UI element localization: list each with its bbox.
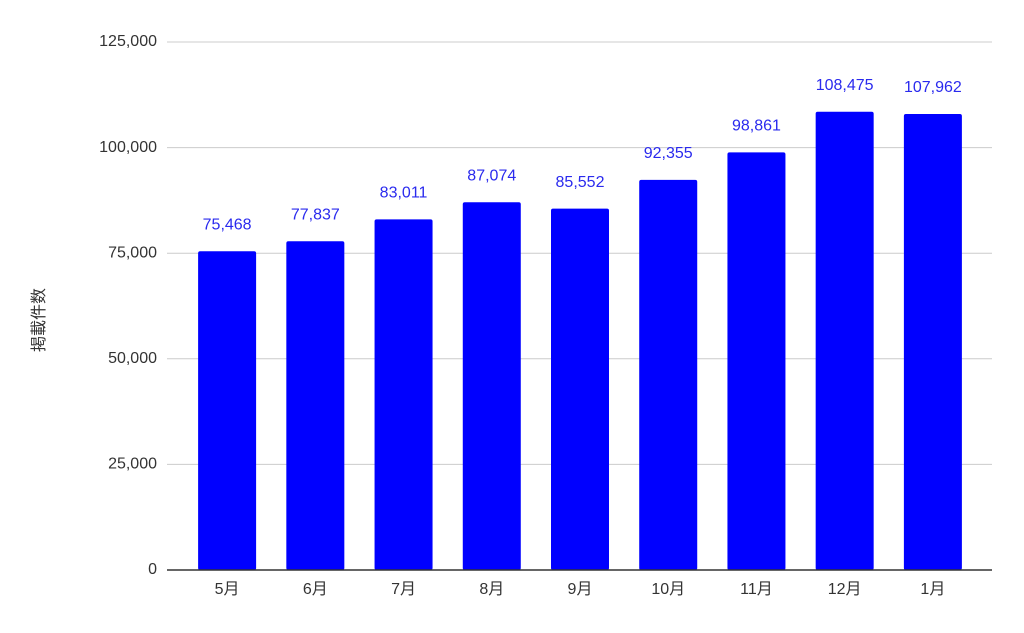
x-tick-label: 12月 <box>828 581 862 598</box>
x-tick-label: 10月 <box>651 581 685 598</box>
data-label: 87,074 <box>467 167 516 184</box>
bar <box>286 241 345 571</box>
x-tick-label: 8月 <box>479 581 504 598</box>
y-tick-label: 50,000 <box>108 350 157 367</box>
data-label: 107,962 <box>904 79 962 96</box>
x-tick-label: 1月 <box>920 581 945 598</box>
data-label: 83,011 <box>380 185 428 202</box>
data-label: 108,475 <box>816 77 874 94</box>
data-label: 77,837 <box>291 206 340 223</box>
x-tick-label: 5月 <box>215 581 240 598</box>
x-tick-label: 7月 <box>391 581 416 598</box>
y-tick-label: 75,000 <box>108 244 157 261</box>
bar <box>639 179 698 570</box>
y-tick-label: 125,000 <box>99 33 157 50</box>
bar <box>727 152 786 570</box>
data-label: 98,861 <box>732 118 781 135</box>
y-axis-label: 掲載件数 <box>30 288 48 352</box>
data-label: 92,355 <box>644 145 693 162</box>
bar <box>903 113 962 571</box>
bar <box>462 202 521 571</box>
data-label: 75,468 <box>203 216 252 233</box>
bar <box>815 111 874 570</box>
bar <box>551 208 609 570</box>
x-tick-label: 11月 <box>740 581 773 598</box>
y-tick-label: 100,000 <box>99 139 157 156</box>
y-tick-label: 0 <box>148 561 157 578</box>
bar <box>374 219 433 570</box>
data-label: 85,552 <box>556 174 605 191</box>
bar <box>198 251 257 570</box>
x-tick-label: 6月 <box>303 581 328 598</box>
x-tick-label: 9月 <box>568 581 593 598</box>
y-tick-label: 25,000 <box>108 456 157 473</box>
